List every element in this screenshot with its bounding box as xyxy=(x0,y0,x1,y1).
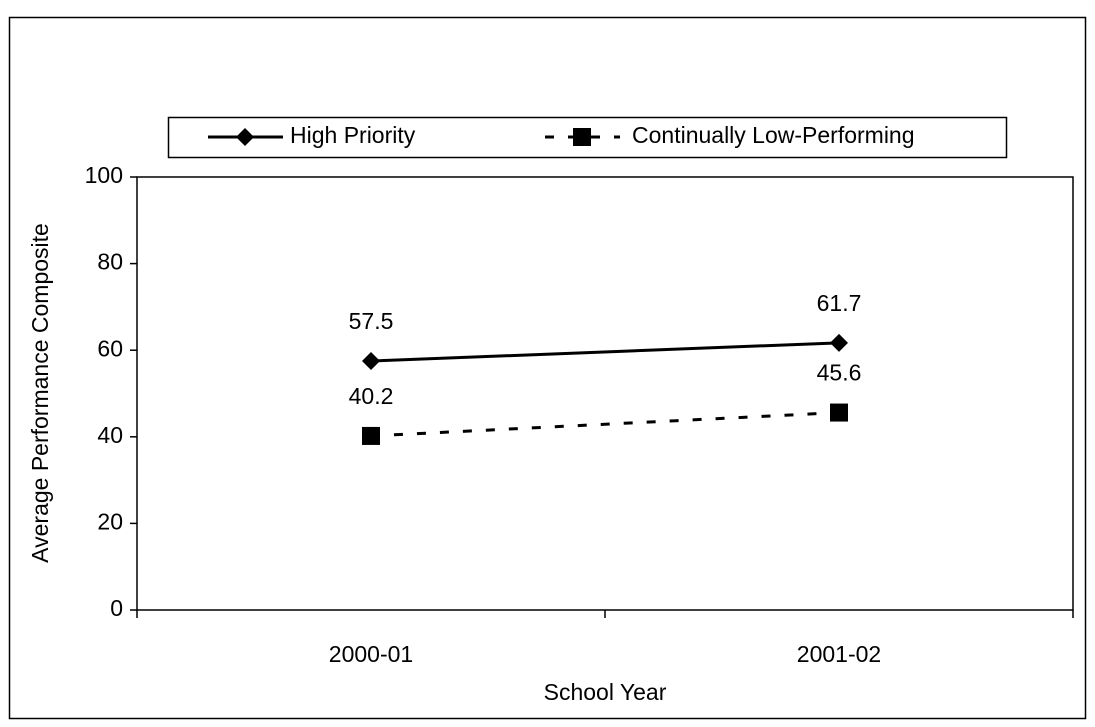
legend-marker xyxy=(236,128,254,146)
legend-label: High Priority xyxy=(290,122,416,148)
legend-label: Continually Low-Performing xyxy=(632,122,915,148)
y-tick-label: 20 xyxy=(97,508,123,534)
data-label: 40.2 xyxy=(349,383,394,409)
series-line xyxy=(370,411,840,438)
legend-marker xyxy=(573,128,591,146)
x-axis-title: School Year xyxy=(544,679,667,705)
data-label: 45.6 xyxy=(817,360,862,386)
data-label: 57.5 xyxy=(349,308,394,334)
diamond-marker xyxy=(362,352,380,371)
square-marker xyxy=(830,403,848,422)
y-tick-label: 100 xyxy=(85,162,123,188)
square-marker xyxy=(362,426,380,445)
data-label: 61.7 xyxy=(817,290,862,316)
x-tick-label: 2001-02 xyxy=(797,641,881,667)
diamond-marker xyxy=(830,333,848,352)
y-tick-label: 40 xyxy=(97,422,123,448)
series-line xyxy=(370,341,840,363)
y-axis-title: Average Performance Composite xyxy=(27,223,53,563)
y-tick-label: 60 xyxy=(97,335,123,361)
y-tick-label: 0 xyxy=(110,595,123,621)
x-tick-label: 2000-01 xyxy=(329,641,413,667)
y-tick-label: 80 xyxy=(97,249,123,275)
